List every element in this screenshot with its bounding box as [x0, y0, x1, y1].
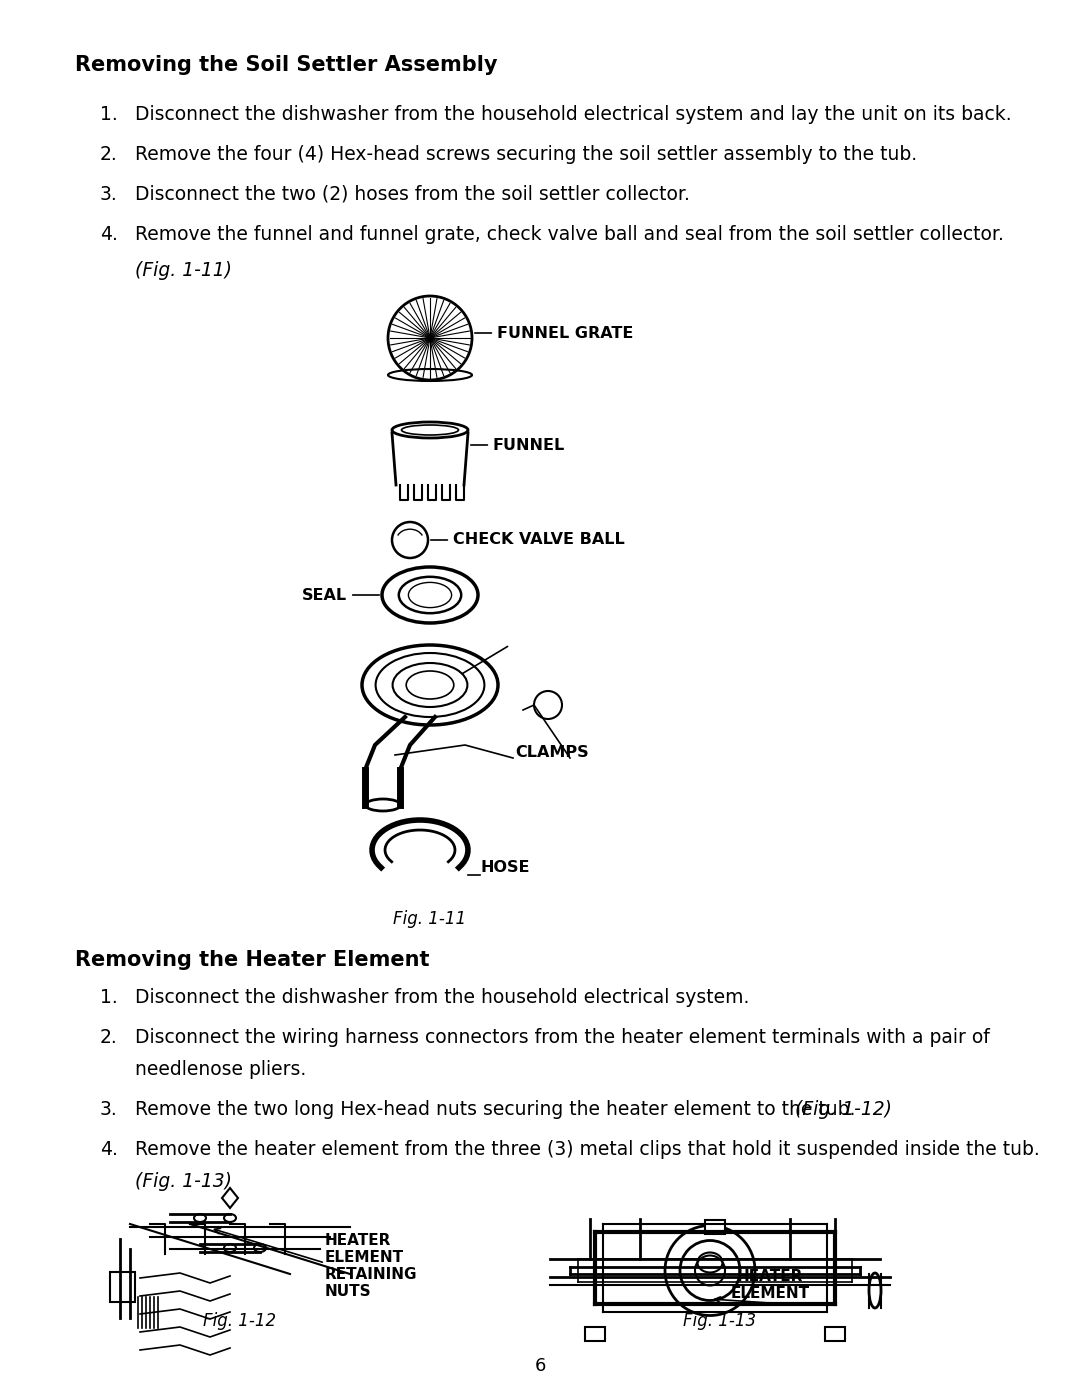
Text: Disconnect the two (2) hoses from the soil settler collector.: Disconnect the two (2) hoses from the so…: [135, 184, 690, 204]
Text: needlenose pliers.: needlenose pliers.: [135, 1060, 307, 1078]
Text: 2.: 2.: [100, 145, 118, 163]
Text: Remove the two long Hex-head nuts securing the heater element to the tub.: Remove the two long Hex-head nuts securi…: [135, 1099, 862, 1119]
Text: Disconnect the wiring harness connectors from the heater element terminals with : Disconnect the wiring harness connectors…: [135, 1028, 989, 1046]
Text: Disconnect the dishwasher from the household electrical system and lay the unit : Disconnect the dishwasher from the house…: [135, 105, 1012, 124]
Text: 1.: 1.: [100, 105, 118, 124]
Bar: [110, 1273, 135, 1302]
Text: 6: 6: [535, 1356, 545, 1375]
Text: 4.: 4.: [100, 1140, 118, 1160]
Text: NUTS: NUTS: [325, 1284, 372, 1299]
Bar: [585, 1327, 605, 1341]
Text: ELEMENT: ELEMENT: [730, 1287, 810, 1301]
Text: 3.: 3.: [100, 1099, 118, 1119]
Text: Remove the heater element from the three (3) metal clips that hold it suspended : Remove the heater element from the three…: [135, 1140, 1040, 1160]
Text: FUNNEL: FUNNEL: [471, 437, 565, 453]
Bar: [825, 1327, 845, 1341]
Text: Disconnect the dishwasher from the household electrical system.: Disconnect the dishwasher from the house…: [135, 988, 750, 1007]
Text: Removing the Soil Settler Assembly: Removing the Soil Settler Assembly: [75, 54, 498, 75]
Text: CLAMPS: CLAMPS: [515, 745, 589, 760]
Text: 1.: 1.: [100, 988, 118, 1007]
Text: Removing the Heater Element: Removing the Heater Element: [75, 950, 430, 970]
Text: HEATER: HEATER: [737, 1268, 804, 1284]
Text: Remove the four (4) Hex-head screws securing the soil settler assembly to the tu: Remove the four (4) Hex-head screws secu…: [135, 145, 917, 163]
Text: Fig. 1-11: Fig. 1-11: [393, 909, 467, 928]
Text: SEAL: SEAL: [302, 588, 379, 602]
Text: RETAINING: RETAINING: [325, 1267, 418, 1282]
Text: 4.: 4.: [100, 225, 118, 244]
Text: (Fig. 1-13): (Fig. 1-13): [135, 1172, 232, 1192]
Text: FUNNEL GRATE: FUNNEL GRATE: [475, 326, 633, 341]
Text: Remove the funnel and funnel grate, check valve ball and seal from the soil sett: Remove the funnel and funnel grate, chec…: [135, 225, 1004, 244]
Text: Fig. 1-12: Fig. 1-12: [203, 1312, 276, 1330]
Text: 2.: 2.: [100, 1028, 118, 1046]
Text: ELEMENT: ELEMENT: [325, 1250, 404, 1266]
Text: Fig. 1-13: Fig. 1-13: [684, 1312, 757, 1330]
Text: 3.: 3.: [100, 184, 118, 204]
Text: HEATER: HEATER: [325, 1234, 391, 1248]
Text: (Fig. 1-12): (Fig. 1-12): [795, 1099, 892, 1119]
Text: (Fig. 1-11): (Fig. 1-11): [135, 261, 232, 279]
Bar: [705, 1220, 725, 1234]
Text: HOSE: HOSE: [480, 861, 529, 875]
Text: CHECK VALVE BALL: CHECK VALVE BALL: [431, 532, 624, 548]
